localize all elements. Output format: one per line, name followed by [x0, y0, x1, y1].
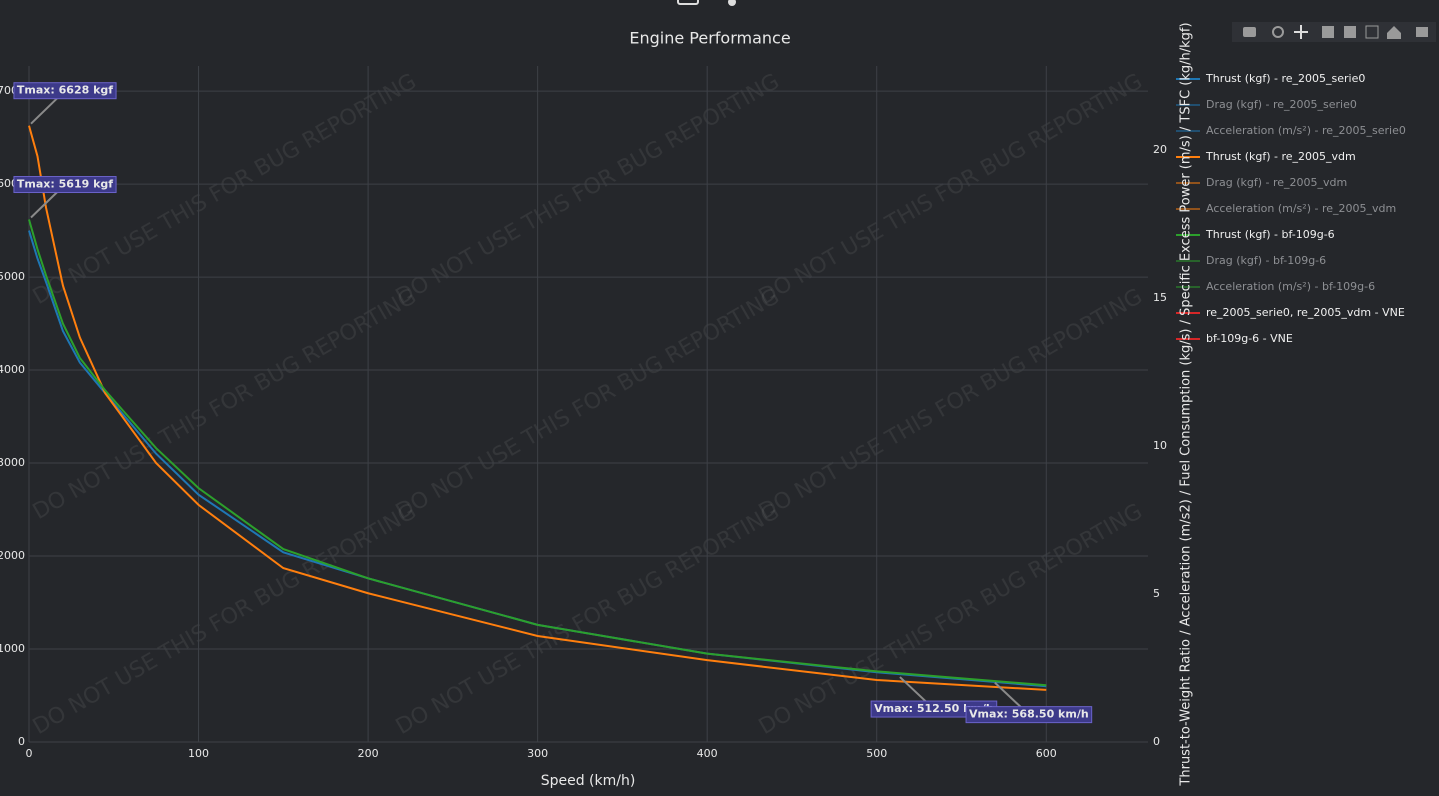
legend-label: Thrust (kgf) - re_2005_serie0 [1205, 72, 1365, 85]
autoscale-icon[interactable] [1365, 25, 1379, 39]
x-tick-label: 100 [188, 747, 209, 760]
y-tick-label: 5000 [0, 270, 25, 283]
toolbar[interactable] [1232, 22, 1436, 42]
pan-icon[interactable] [1294, 25, 1308, 39]
series-line [28, 125, 1047, 691]
chart-title: Engine Performance [629, 29, 790, 48]
y-tick-label: 4000 [0, 363, 25, 376]
legend: Thrust (kgf) - re_2005_serie0 Drag (kgf) … [1176, 72, 1406, 345]
y2-axis-title: Thrust-to-Weight Ratio / Acceleration (m… [1179, 22, 1194, 786]
annotation-text: Tmax: 6628 kgf [17, 84, 113, 97]
legend-label: Thrust (kgf) - bf-109g-6 [1205, 228, 1335, 241]
zoom-out-icon[interactable] [1344, 26, 1356, 38]
y2-tick-label: 15 [1153, 291, 1167, 304]
annotation-text: Vmax: 568.50 km/h [969, 708, 1089, 721]
reset-icon[interactable] [1387, 26, 1401, 39]
grid: 0 100 200 300 400 500 600010002000300040005000… [0, 66, 1167, 760]
legend-label: Acceleration (m/s²) - bf-109g-6 [1206, 280, 1375, 293]
legend-label: Acceleration (m/s²) - re_2005_serie0 [1206, 124, 1406, 137]
annotation-box [13, 176, 117, 194]
x-tick-label: 300 [527, 747, 548, 760]
x-tick-label: 200 [358, 747, 379, 760]
x-tick-label: 0 [26, 747, 33, 760]
series-line [28, 219, 1047, 687]
y-tick-label: 3000 [0, 456, 25, 469]
y-tick-label: 0 [18, 735, 25, 748]
y2-tick-label: 5 [1153, 587, 1160, 600]
x-tick-label: 400 [697, 747, 718, 760]
legend-label: Acceleration (m/s²) - re_2005_vdm [1206, 202, 1396, 215]
legend-label: Drag (kgf) - bf-109g-6 [1206, 254, 1326, 267]
annotations: Tmax: 6628 kgf Tmax: 5619 kgf Vmax: 512.50… [13, 82, 1093, 724]
annotation-text: Vmax: 512.50 km/h [874, 702, 994, 715]
annotation-box [13, 82, 117, 100]
legend-label: Drag (kgf) - re_2005_vdm [1206, 176, 1347, 189]
zoom-in-icon[interactable] [1322, 26, 1334, 38]
legend-label: re_2005_serie0, re_2005_vdm - VNE [1206, 306, 1405, 319]
y-tick-label: 1000 [0, 642, 25, 655]
x-tick-label: 600 [1036, 747, 1057, 760]
legend-label: Drag (kgf) - re_2005_serie0 [1206, 98, 1357, 111]
x-axis-title: Speed (km/h) [541, 773, 636, 789]
lines [28, 125, 1047, 691]
share-icon[interactable] [728, 0, 736, 6]
expand-icon[interactable] [677, 0, 699, 5]
y2-tick-label: 20 [1153, 143, 1167, 156]
camera-icon[interactable] [1243, 27, 1256, 37]
zoom-icon[interactable] [1272, 26, 1284, 38]
annotation-box [965, 706, 1093, 724]
legend-label: Thrust (kgf) - re_2005_vdm [1205, 150, 1356, 163]
y2-tick-label: 10 [1153, 439, 1167, 452]
x-tick-label: 500 [866, 747, 887, 760]
y2-tick-label: 0 [1153, 735, 1160, 748]
legend-label: bf-109g-6 - VNE [1206, 332, 1293, 345]
annotation-text: Tmax: 5619 kgf [17, 178, 113, 191]
plotly-logo[interactable] [1416, 27, 1428, 37]
y-tick-label: 2000 [0, 549, 25, 562]
